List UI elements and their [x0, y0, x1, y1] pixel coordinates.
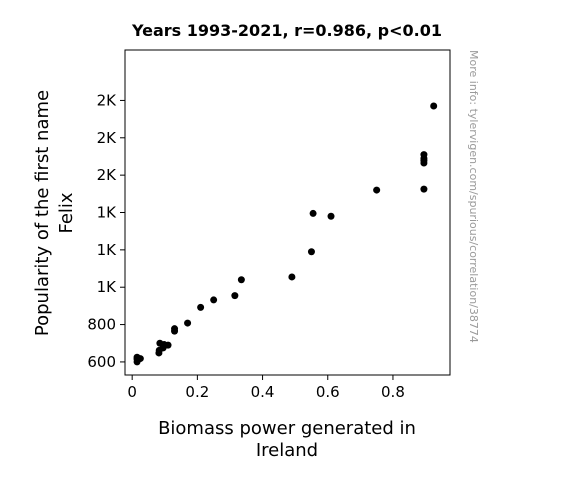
data-point [136, 355, 144, 363]
data-point [231, 292, 239, 300]
y-axis-label: Popularity of the first name Felix [32, 90, 77, 336]
data-point [210, 296, 218, 304]
plot-area-frame [124, 49, 451, 376]
data-points [133, 102, 438, 366]
y-axis-label-line-1: Popularity of the first name [32, 90, 53, 336]
x-axis-label-line-2: Ireland [256, 440, 318, 461]
y-tick-label: 1K [97, 278, 118, 296]
x-tick-label: 0.2 [185, 383, 209, 401]
data-point [184, 319, 192, 327]
y-axis-label-line-2: Felix [56, 192, 77, 233]
y-tick-label: 2K [97, 166, 118, 184]
chart-title: Years 1993-2021, r=0.986, p<0.01 [131, 21, 442, 40]
x-tick-label: 0 [127, 383, 137, 401]
y-tick-label: 600 [87, 353, 116, 371]
x-axis-label-line-1: Biomass power generated in [158, 418, 416, 439]
y-tick-label: 1K [97, 204, 118, 222]
x-ticks: 0 0.2 0.4 0.6 0.8 [127, 375, 405, 401]
data-point [309, 209, 317, 217]
data-point [430, 102, 438, 110]
data-point [288, 273, 296, 281]
y-ticks: 600 800 1K 1K 1K 2K 2K 2K [87, 91, 125, 371]
y-tick-label: 800 [87, 316, 116, 334]
data-point [307, 248, 315, 256]
data-point [420, 185, 428, 193]
watermark: More info: tylervigen.com/spurious/corre… [467, 50, 480, 343]
data-point [171, 325, 179, 333]
data-point [237, 276, 245, 284]
data-point [420, 151, 428, 159]
x-tick-label: 0.8 [381, 383, 405, 401]
data-point [373, 186, 381, 194]
data-point [164, 341, 172, 349]
x-tick-label: 0.4 [251, 383, 275, 401]
data-point [197, 303, 205, 311]
data-point [327, 212, 335, 220]
y-tick-label: 2K [97, 91, 118, 109]
y-tick-label: 2K [97, 129, 118, 147]
y-tick-label: 1K [97, 241, 118, 259]
x-tick-label: 0.6 [316, 383, 340, 401]
